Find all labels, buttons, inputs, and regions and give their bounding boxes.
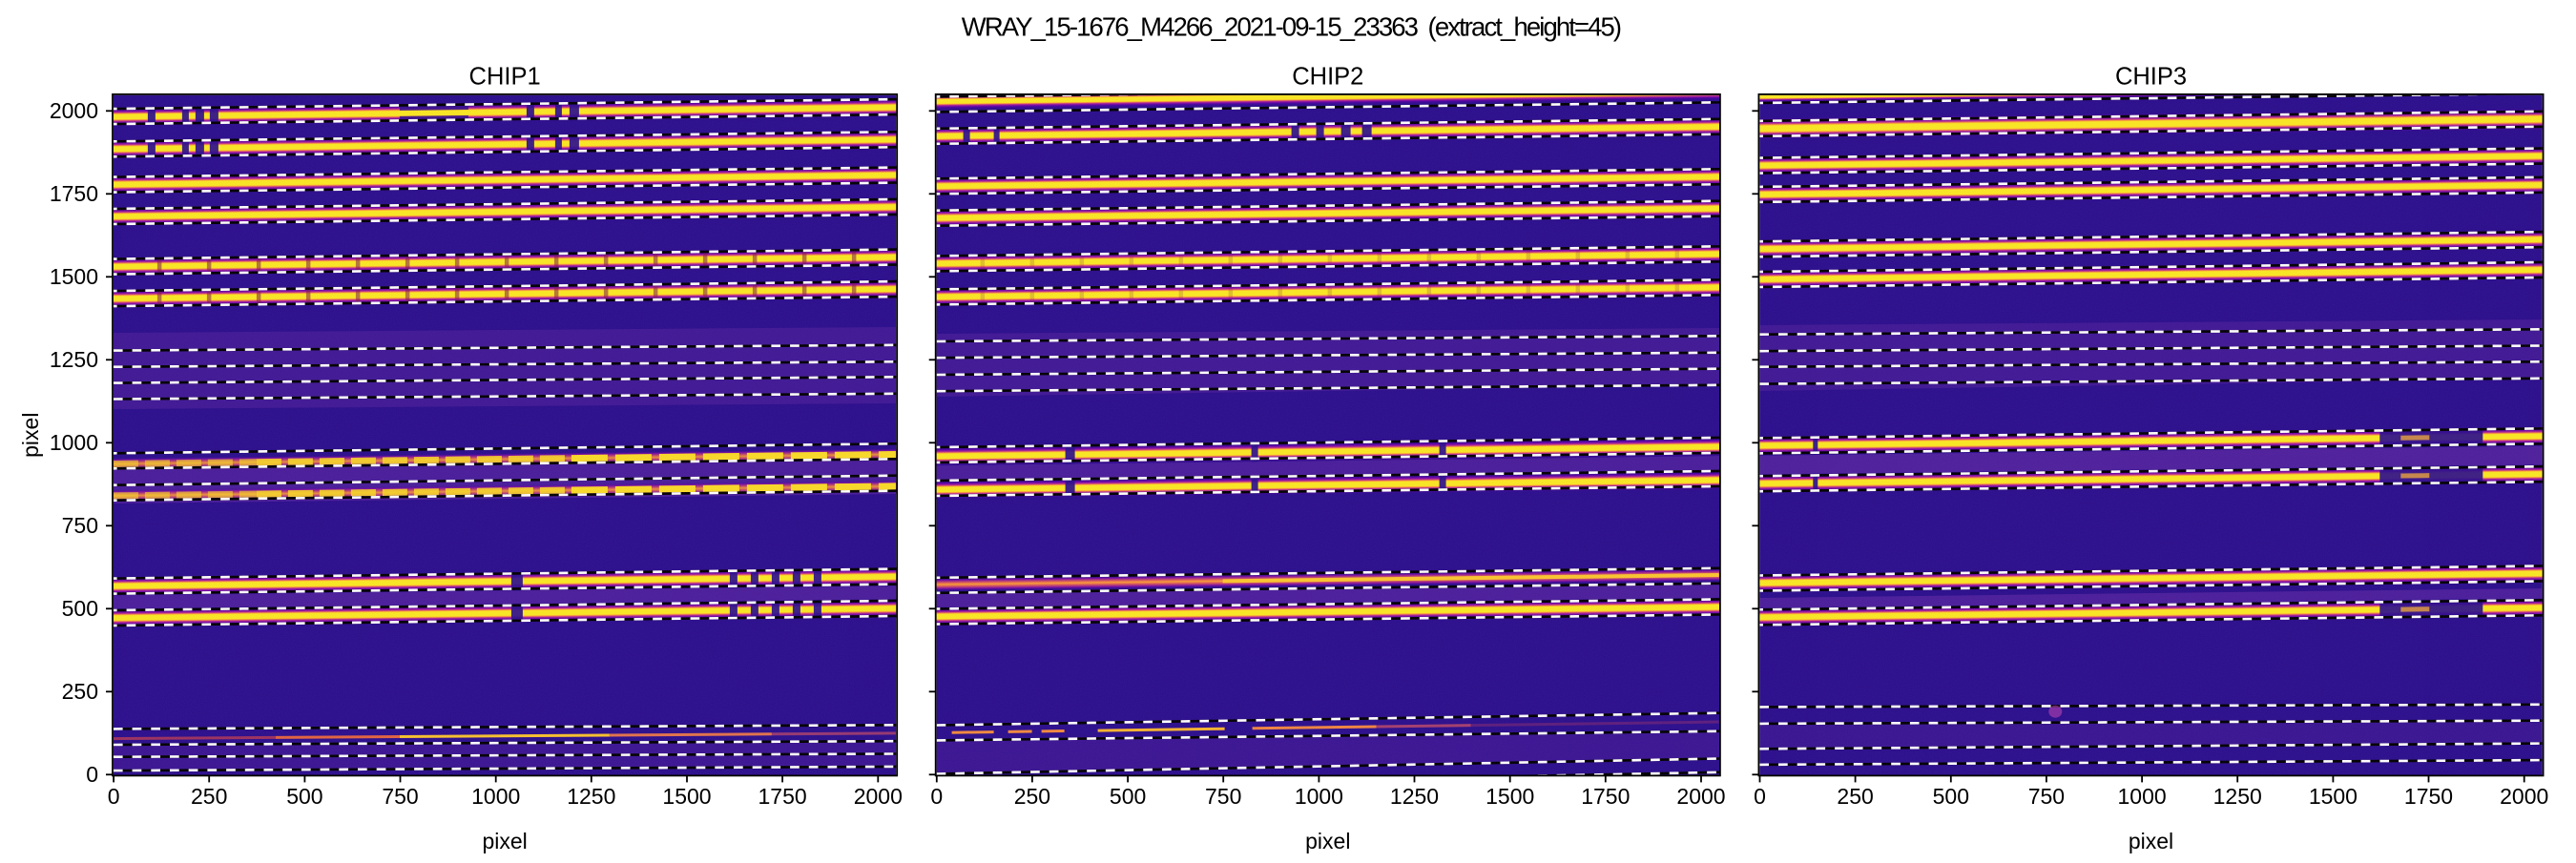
svg-text:2000: 2000 bbox=[50, 98, 98, 123]
svg-text:250: 250 bbox=[1014, 784, 1050, 809]
svg-text:1000: 1000 bbox=[50, 430, 98, 455]
svg-text:250: 250 bbox=[191, 784, 227, 809]
svg-text:pixel: pixel bbox=[482, 829, 527, 853]
svg-text:WRAY_15-1676_M4266_2021-09-15_: WRAY_15-1676_M4266_2021-09-15_23363 (ext… bbox=[962, 12, 1621, 42]
svg-text:pixel: pixel bbox=[2129, 829, 2173, 853]
svg-text:2000: 2000 bbox=[1676, 784, 1725, 809]
svg-text:1750: 1750 bbox=[50, 181, 98, 206]
svg-text:500: 500 bbox=[62, 596, 98, 621]
svg-text:1750: 1750 bbox=[2404, 784, 2453, 809]
svg-text:pixel: pixel bbox=[18, 413, 43, 458]
svg-text:1500: 1500 bbox=[662, 784, 711, 809]
svg-text:750: 750 bbox=[62, 513, 98, 538]
svg-text:0: 0 bbox=[108, 784, 120, 809]
svg-text:1250: 1250 bbox=[50, 347, 98, 372]
svg-text:250: 250 bbox=[1837, 784, 1873, 809]
svg-text:0: 0 bbox=[86, 762, 98, 787]
svg-text:CHIP1: CHIP1 bbox=[469, 64, 541, 91]
svg-text:1750: 1750 bbox=[758, 784, 807, 809]
svg-text:750: 750 bbox=[2028, 784, 2065, 809]
svg-text:1250: 1250 bbox=[567, 784, 615, 809]
svg-text:1000: 1000 bbox=[1295, 784, 1343, 809]
svg-text:CHIP2: CHIP2 bbox=[1292, 64, 1363, 91]
svg-text:500: 500 bbox=[1933, 784, 1969, 809]
svg-text:500: 500 bbox=[1110, 784, 1146, 809]
svg-text:0: 0 bbox=[1754, 784, 1766, 809]
svg-text:1500: 1500 bbox=[2309, 784, 2358, 809]
svg-text:1500: 1500 bbox=[1485, 784, 1534, 809]
svg-text:250: 250 bbox=[62, 679, 98, 704]
svg-text:1000: 1000 bbox=[2118, 784, 2167, 809]
svg-text:2000: 2000 bbox=[854, 784, 903, 809]
svg-text:1500: 1500 bbox=[50, 264, 98, 289]
svg-text:pixel: pixel bbox=[1305, 829, 1350, 853]
svg-text:1750: 1750 bbox=[1581, 784, 1630, 809]
svg-text:2000: 2000 bbox=[2500, 784, 2548, 809]
svg-text:1000: 1000 bbox=[471, 784, 520, 809]
svg-text:1250: 1250 bbox=[2213, 784, 2262, 809]
svg-text:500: 500 bbox=[286, 784, 322, 809]
svg-text:CHIP3: CHIP3 bbox=[2115, 64, 2187, 91]
svg-text:1250: 1250 bbox=[1390, 784, 1439, 809]
svg-text:750: 750 bbox=[1205, 784, 1241, 809]
svg-text:0: 0 bbox=[930, 784, 943, 809]
svg-text:750: 750 bbox=[382, 784, 418, 809]
